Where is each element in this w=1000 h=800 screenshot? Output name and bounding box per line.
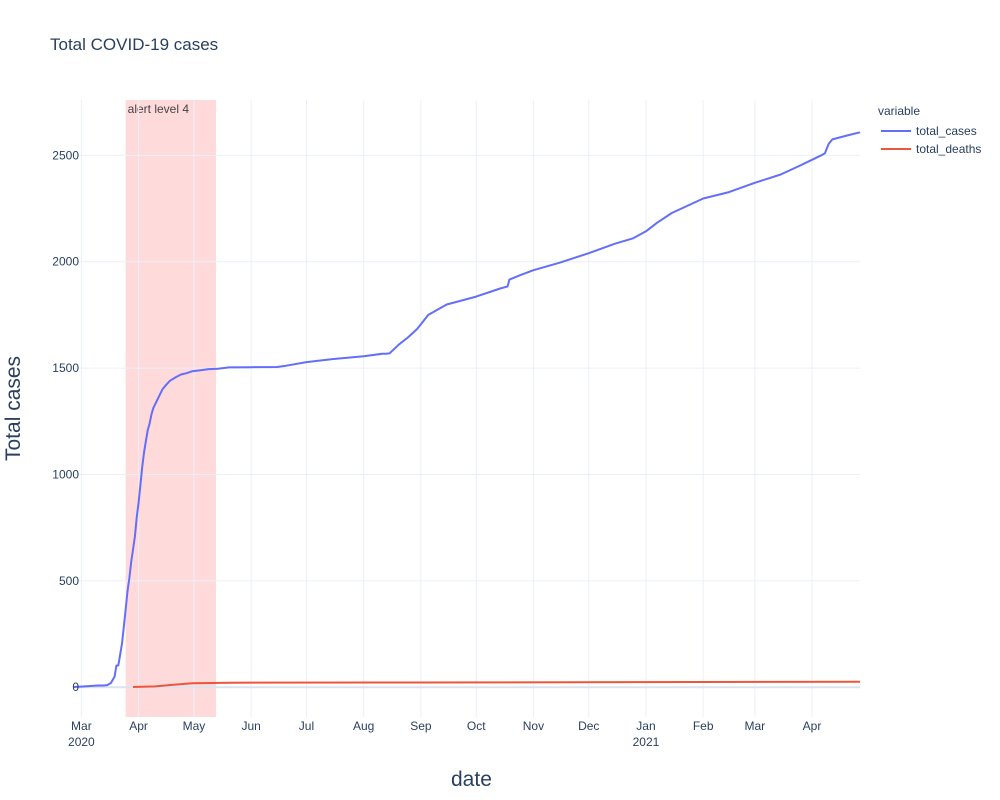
series-line-total-cases: [73, 131, 861, 688]
x-tick-sublabel: 2021: [633, 735, 660, 749]
x-axis-label: date: [451, 768, 492, 791]
legend[interactable]: variable total_cases total_deaths: [878, 104, 981, 158]
legend-item-total-deaths[interactable]: total_deaths: [878, 140, 981, 158]
x-tick-label: Apr: [803, 719, 822, 733]
x-tick-label: Sep: [410, 719, 432, 733]
legend-label-total-deaths: total_deaths: [916, 142, 982, 156]
x-tick-label: Apr: [129, 719, 148, 733]
x-tick-label: Feb: [693, 719, 714, 733]
legend-swatch-total-deaths: [881, 148, 911, 150]
alert-region: [125, 100, 217, 717]
y-tick-label: 2000: [52, 255, 79, 269]
legend-item-total-cases[interactable]: total_cases: [878, 122, 981, 140]
x-tick-label: Mar: [71, 719, 92, 733]
x-tick-label: Nov: [523, 719, 544, 733]
x-tick-label: May: [183, 719, 206, 733]
y-tick-label: 1500: [52, 361, 79, 375]
x-tick-label: Jan: [636, 719, 655, 733]
chart-title: Total COVID-19 cases: [50, 35, 219, 54]
series-line-total-deaths: [132, 680, 861, 688]
tick-layer: Mar 2020 Apr May Jun Jul Aug Sep Oct Nov Dec Jan 202…: [52, 148, 821, 749]
x-tick-label: Dec: [578, 719, 599, 733]
x-tick-label: Mar: [744, 719, 765, 733]
legend-title: variable: [878, 104, 921, 118]
series-layer: [73, 131, 861, 688]
y-tick-label: 500: [59, 574, 79, 588]
x-tick-label: Jun: [241, 719, 260, 733]
alert-region-layer: alert level 4: [125, 100, 217, 717]
x-tick-label: Oct: [467, 719, 486, 733]
y-tick-label: 1000: [52, 467, 79, 481]
y-axis-label: Total cases: [2, 355, 25, 461]
grid-layer: [74, 100, 860, 717]
x-tick-sublabel: 2020: [68, 735, 95, 749]
legend-label-total-cases: total_cases: [916, 124, 977, 138]
x-tick-label: Jul: [299, 719, 314, 733]
x-tick-label: Aug: [353, 719, 374, 733]
legend-swatch-total-cases: [881, 130, 911, 132]
y-tick-label: 2500: [52, 148, 79, 162]
y-tick-label: 0: [72, 680, 79, 694]
alert-region-label: alert level 4: [128, 102, 190, 116]
